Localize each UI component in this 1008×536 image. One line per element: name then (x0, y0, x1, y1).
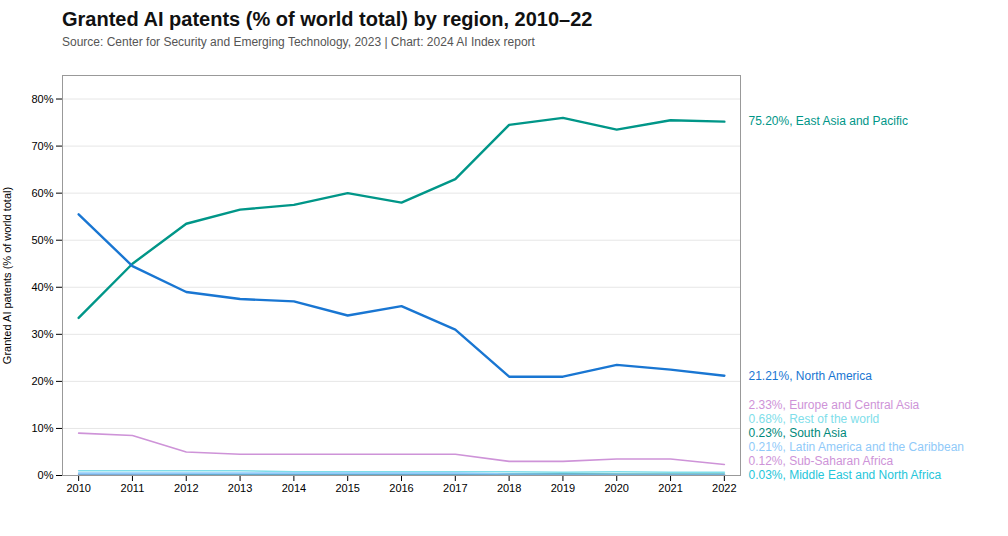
svg-text:2015: 2015 (335, 482, 359, 494)
svg-text:75.20%, East Asia and Pacific: 75.20%, East Asia and Pacific (749, 114, 908, 128)
svg-text:0.12%, Sub-Saharan Africa: 0.12%, Sub-Saharan Africa (749, 454, 894, 468)
svg-text:80%: 80% (31, 93, 53, 105)
html-text:Source: Center for Security an: Source: Center for Security and Emerging… (62, 35, 535, 49)
svg-text:2016: 2016 (389, 482, 413, 494)
svg-text:0.21%, Latin America and the C: 0.21%, Latin America and the Caribbean (749, 440, 964, 454)
svg-text:2014: 2014 (282, 482, 306, 494)
svg-text:20%: 20% (31, 375, 53, 387)
svg-text:2020: 2020 (604, 482, 628, 494)
svg-text:0%: 0% (38, 469, 54, 481)
svg-text:30%: 30% (31, 328, 53, 340)
svg-text:2013: 2013 (228, 482, 252, 494)
svg-text:70%: 70% (31, 140, 53, 152)
svg-text:10%: 10% (31, 422, 53, 434)
svg-text:2012: 2012 (174, 482, 198, 494)
svg-text:2.33%, Europe and Central Asia: 2.33%, Europe and Central Asia (749, 398, 920, 412)
svg-text:50%: 50% (31, 234, 53, 246)
svg-text:2022: 2022 (712, 482, 736, 494)
svg-text:21.21%, North America: 21.21%, North America (749, 369, 873, 383)
svg-text:2018: 2018 (497, 482, 521, 494)
svg-text:2021: 2021 (658, 482, 682, 494)
svg-text:0.68%, Rest of the world: 0.68%, Rest of the world (749, 412, 880, 426)
svg-text:2011: 2011 (121, 482, 145, 494)
svg-text:2017: 2017 (443, 482, 467, 494)
html-text:Granted AI patents (% of world: Granted AI patents (% of world total) by… (62, 8, 593, 30)
svg-text:60%: 60% (31, 187, 53, 199)
svg-text:40%: 40% (31, 281, 53, 293)
svg-text:Granted AI patents (% of world: Granted AI patents (% of world total) (1, 187, 13, 364)
svg-text:0.23%, South Asia: 0.23%, South Asia (749, 426, 847, 440)
svg-text:2010: 2010 (66, 482, 90, 494)
svg-text:2019: 2019 (551, 482, 575, 494)
svg-text:0.03%, Middle East and North A: 0.03%, Middle East and North Africa (749, 468, 942, 482)
